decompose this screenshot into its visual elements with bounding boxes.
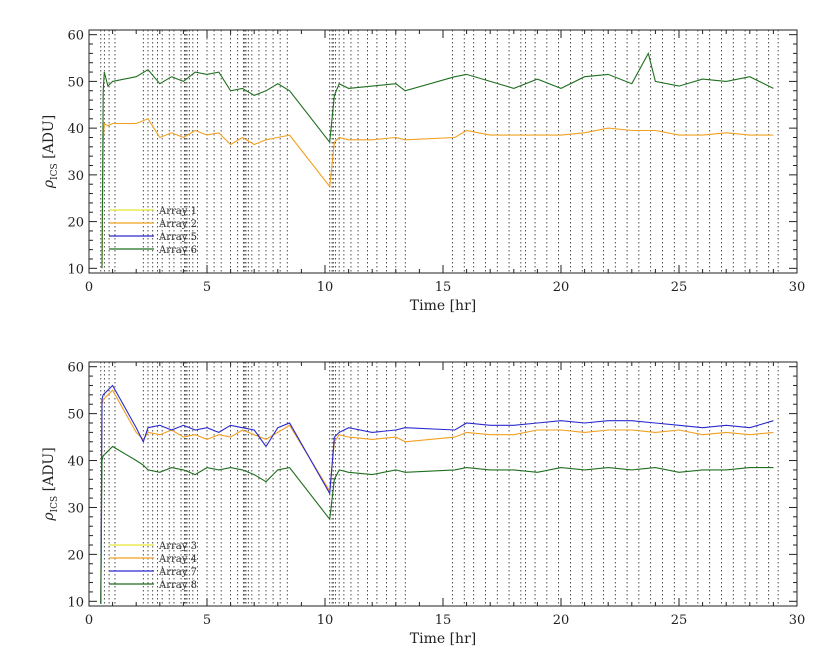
series-line-array-6 [101, 51, 774, 269]
x-tick-label: 0 [85, 613, 93, 628]
legend-label: Array 3 [158, 541, 197, 552]
y-tick-label: 60 [67, 29, 84, 44]
y-axis-title: ρICS [ADU] [41, 447, 60, 521]
x-tick-label: 5 [203, 280, 211, 295]
y-tick-label: 20 [67, 548, 84, 563]
legend-label: Array 4 [158, 554, 197, 565]
x-tick-label: 10 [317, 280, 334, 295]
x-tick-label: 30 [789, 613, 806, 628]
y-tick-label: 50 [67, 75, 84, 90]
x-tick-label: 10 [317, 613, 334, 628]
y-tick-label: 30 [67, 169, 84, 184]
x-tick-label: 30 [789, 280, 806, 295]
x-tick-label: 25 [671, 613, 688, 628]
series-line-array-2 [101, 118, 774, 269]
x-tick-label: 5 [203, 613, 211, 628]
legend-label: Array 5 [158, 232, 197, 243]
x-tick-label: 25 [671, 280, 688, 295]
x-tick-label: 15 [435, 613, 452, 628]
y-tick-label: 40 [67, 455, 84, 470]
legend-label: Array 1 [158, 206, 197, 217]
x-tick-label: 0 [85, 280, 93, 295]
y-tick-label: 30 [67, 501, 84, 516]
y-tick-label: 50 [67, 408, 84, 423]
y-axis-title: ρICS [ADU] [41, 115, 60, 189]
legend-label: Array 6 [158, 245, 197, 256]
series-line-array-4 [100, 389, 774, 604]
x-tick-label: 15 [435, 280, 452, 295]
series-line-array-7 [100, 384, 774, 604]
legend-label: Array 7 [158, 567, 197, 578]
x-tick-label: 20 [553, 613, 570, 628]
y-tick-label: 10 [67, 262, 84, 277]
x-axis-title: Time [hr] [410, 298, 476, 314]
legend-label: Array 2 [158, 219, 197, 230]
series-line-array-8 [100, 445, 774, 604]
x-tick-label: 20 [553, 280, 570, 295]
y-tick-label: 10 [67, 595, 84, 610]
y-tick-label: 40 [67, 122, 84, 137]
y-tick-label: 20 [67, 216, 84, 231]
x-axis-title: Time [hr] [410, 631, 476, 647]
y-tick-label: 60 [67, 361, 84, 376]
legend-label: Array 8 [158, 580, 197, 591]
